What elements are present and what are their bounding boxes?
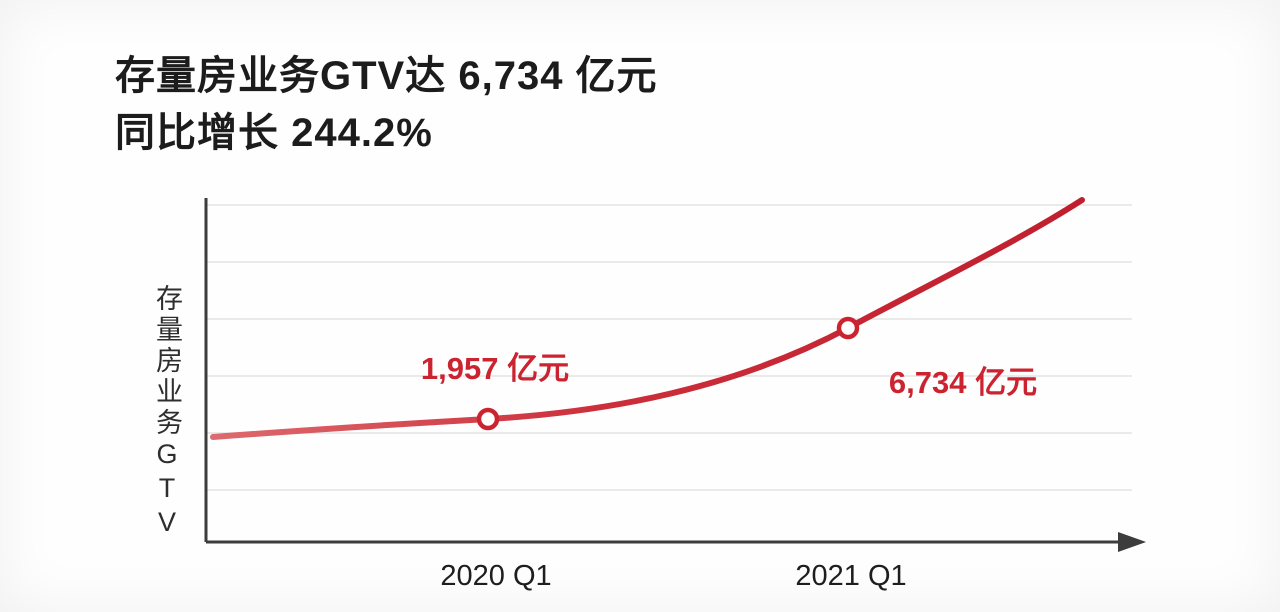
value-label-2021q1: 6,734 亿元: [888, 365, 1038, 400]
x-tick-2021q1: 2021 Q1: [795, 560, 907, 592]
gtv-curve: [210, 197, 1085, 440]
marker-2020q1: [476, 407, 500, 431]
x-tick-2020q1: 2020 Q1: [440, 560, 552, 592]
chart-title-line1: 存量房业务GTV达 6,734 亿元: [115, 54, 658, 98]
marker-2021q1: [836, 316, 860, 340]
y-axis-label: 存量房业务GTV: [152, 284, 182, 541]
gridlines: [206, 204, 1132, 491]
chart-title-line2: 同比增长 244.2%: [115, 111, 433, 155]
chart-title: 存量房业务GTV达 6,734 亿元 同比增长 244.2%: [115, 48, 658, 162]
axes: [204, 198, 1122, 544]
x-axis-arrowhead: [1118, 532, 1146, 552]
value-label-2020q1: 1,957 亿元: [420, 351, 570, 386]
